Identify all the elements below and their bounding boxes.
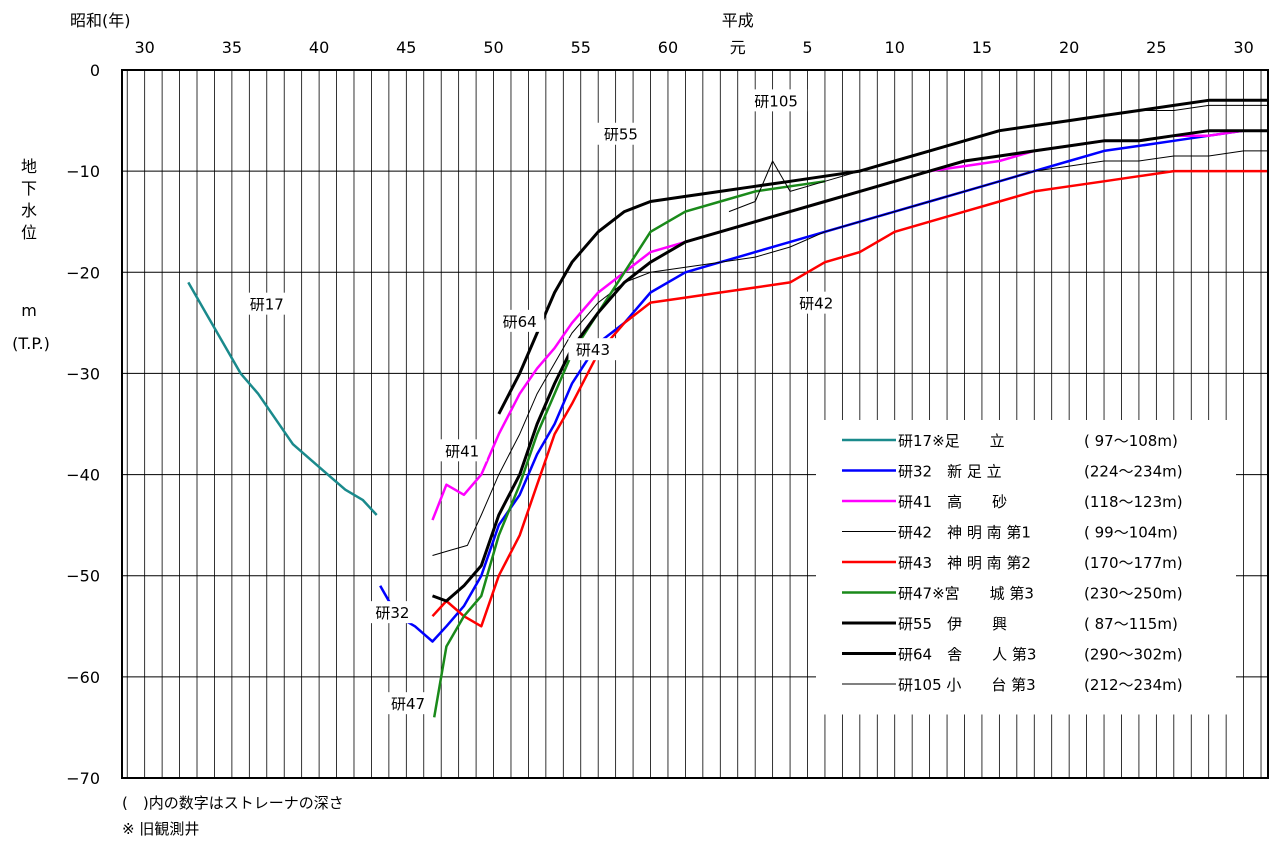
series-label-研32: 研32 xyxy=(375,604,409,622)
depth-note: ( )内の数字はストレーナの深さ xyxy=(122,794,344,812)
x-tick-label-showa: 40 xyxy=(309,38,329,57)
y-label-char: 水 xyxy=(20,201,37,220)
series-label-研17: 研17 xyxy=(250,296,284,314)
legend-entry-depth: (118～123m) xyxy=(1084,493,1183,511)
series-line-研17 xyxy=(187,281,378,516)
x-tick-label-heisei: 20 xyxy=(1059,38,1079,57)
x-tick-label-heisei: 25 xyxy=(1146,38,1166,57)
series-lines xyxy=(187,98,1268,718)
series-label-研42: 研42 xyxy=(799,295,833,313)
plot-frame xyxy=(121,69,1269,779)
legend-entry-label: 研17※足 立 xyxy=(898,432,1005,450)
tick-labels: 0 −10 −20 −30 −40 −50 −60 −70 30 35 40 45 50 55 60 元 5 10… xyxy=(66,11,1254,788)
y-axis-reference: (T.P.) xyxy=(12,334,50,353)
series-label-bg xyxy=(568,338,618,361)
legend-entry-label: 研43 神 明 南 第2 xyxy=(898,554,1031,572)
series-line-研55 xyxy=(431,129,1268,603)
y-tick-label: −30 xyxy=(66,364,100,383)
legend-entry-depth: (224～234m) xyxy=(1084,463,1183,481)
series-label-bg xyxy=(791,291,841,314)
legend-box xyxy=(816,420,1236,715)
series-label-研55: 研55 xyxy=(604,126,638,144)
legend-entry-depth: (230～250m) xyxy=(1084,585,1183,603)
series-label-研105: 研105 xyxy=(754,92,798,110)
x-tick-label-showa: 55 xyxy=(571,38,591,57)
x-tick-label-showa: 30 xyxy=(134,38,154,57)
legend-entry-label: 研47※宮 城 第3 xyxy=(898,585,1034,603)
x-tick-label-heisei: 30 xyxy=(1233,38,1253,57)
legend-entry-label: 研32 新 足 立 xyxy=(898,463,1002,481)
series-label-研47: 研47 xyxy=(391,695,425,713)
y-tick-label: −10 xyxy=(66,162,100,181)
grid xyxy=(122,69,1268,779)
legend-entry-depth: (212～234m) xyxy=(1084,676,1183,694)
series-label-研64: 研64 xyxy=(503,313,537,331)
era-label-showa: 昭和(年) xyxy=(70,11,131,30)
legend-entry-label: 研42 神 明 南 第1 xyxy=(898,524,1031,542)
legend-entry-depth: ( 99～104m) xyxy=(1084,524,1178,542)
x-tick-label-heisei: 5 xyxy=(802,38,812,57)
series-label-研43: 研43 xyxy=(576,341,610,359)
series-label-bg xyxy=(383,692,433,715)
era-label-heisei: 平成 xyxy=(722,11,754,30)
series-labels: 研17 研32 研41 研42 研43 研47 研55 研64 研105 xyxy=(242,89,841,715)
series-label-bg xyxy=(242,292,292,315)
y-tick-label: −60 xyxy=(66,668,100,687)
y-label-char: 下 xyxy=(20,179,37,198)
series-label-bg xyxy=(367,601,417,624)
series-line-研64 xyxy=(497,98,1268,415)
x-tick-label-showa: 45 xyxy=(396,38,416,57)
series-label-bg xyxy=(495,309,545,332)
series-label-bg xyxy=(745,89,808,112)
x-tick-label-showa: 50 xyxy=(483,38,503,57)
y-tick-label: −40 xyxy=(66,466,100,485)
y-axis-unit: m xyxy=(21,301,37,320)
legend-entry-label: 研105 小 台 第3 xyxy=(898,676,1036,694)
legend-entry-label: 研41 高 砂 xyxy=(898,493,1007,511)
x-tick-label-showa: 60 xyxy=(658,38,678,57)
series-line-研42 xyxy=(432,150,1268,556)
y-tick-label: −50 xyxy=(66,567,100,586)
legend-entry-label: 研55 伊 興 xyxy=(898,615,1007,633)
legend: 研17※足 立 ( 97～108m) 研32 新 足 立 (224～234m) 研41 … xyxy=(816,420,1236,715)
legend-entry-depth: (170～177m) xyxy=(1084,554,1183,572)
y-tick-label: −70 xyxy=(66,769,100,788)
y-label-char: 地 xyxy=(20,157,37,176)
legend-entry-depth: ( 97～108m) xyxy=(1084,432,1178,450)
y-axis-label: 地 下 水 位 xyxy=(14,156,44,244)
old-well-note: ※ 旧観測井 xyxy=(122,820,200,838)
x-tick-label-heisei: 10 xyxy=(885,38,905,57)
legend-entry-depth: (290～302m) xyxy=(1084,646,1183,664)
x-tick-label-heisei: 元 xyxy=(730,38,746,57)
series-line-研105 xyxy=(728,104,1268,213)
legend-entry-label: 研64 舎 人 第3 xyxy=(898,646,1036,664)
y-tick-label: −20 xyxy=(66,263,100,282)
y-label-char: 位 xyxy=(20,223,37,242)
series-line-研43 xyxy=(431,169,1268,628)
y-tick-label: 0 xyxy=(90,61,100,80)
legend-entry-depth: ( 87～115m) xyxy=(1084,615,1178,633)
series-label-bg xyxy=(437,439,487,462)
series-label-bg xyxy=(596,122,646,145)
x-tick-label-heisei: 15 xyxy=(972,38,992,57)
x-tick-label-showa: 35 xyxy=(222,38,242,57)
series-label-研41: 研41 xyxy=(445,442,479,460)
